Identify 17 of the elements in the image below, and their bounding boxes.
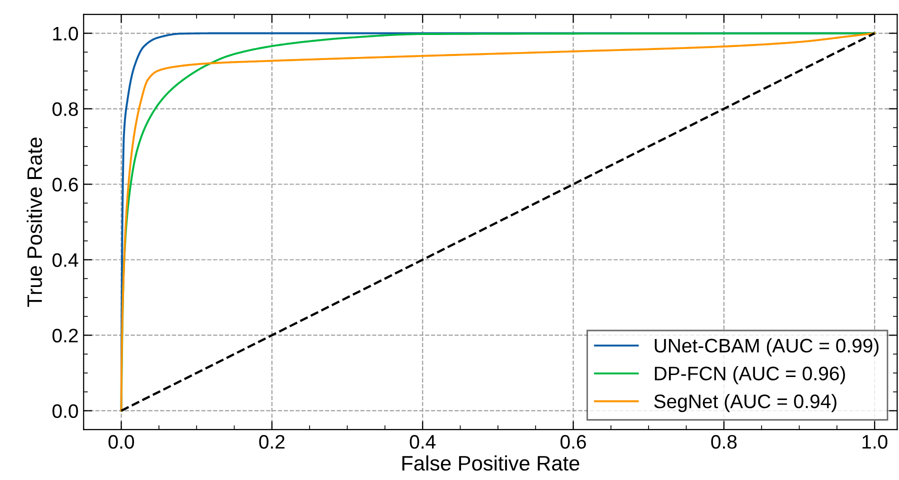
y-tick-label: 0.6 — [52, 178, 78, 192]
legend-label: SegNet (AUC = 0.94) — [654, 394, 836, 412]
y-tick-label: 1.0 — [53, 26, 78, 41]
legend-label: UNet-CBAM (AUC = 0.99) — [654, 338, 878, 356]
x-tick-label: 1.0 — [862, 434, 888, 449]
x-tick-label: 0.2 — [259, 434, 284, 449]
x-tick-label: 0.8 — [711, 434, 737, 449]
y-tick-label: 0.4 — [52, 253, 78, 267]
x-tick-label: 0.6 — [560, 434, 586, 449]
y-tick-label: 0.0 — [52, 404, 78, 418]
legend-label: DP-FCN (AUC = 0.96) — [654, 366, 845, 384]
y-axis-title: True Positive Rate — [26, 138, 42, 307]
x-axis-title: False Positive Rate — [402, 455, 580, 471]
y-tick-label: 0.8 — [52, 102, 78, 116]
x-tick-label: 0.4 — [410, 434, 436, 449]
y-tick-label: 0.2 — [52, 328, 78, 342]
x-tick-label: 0.0 — [108, 434, 134, 449]
